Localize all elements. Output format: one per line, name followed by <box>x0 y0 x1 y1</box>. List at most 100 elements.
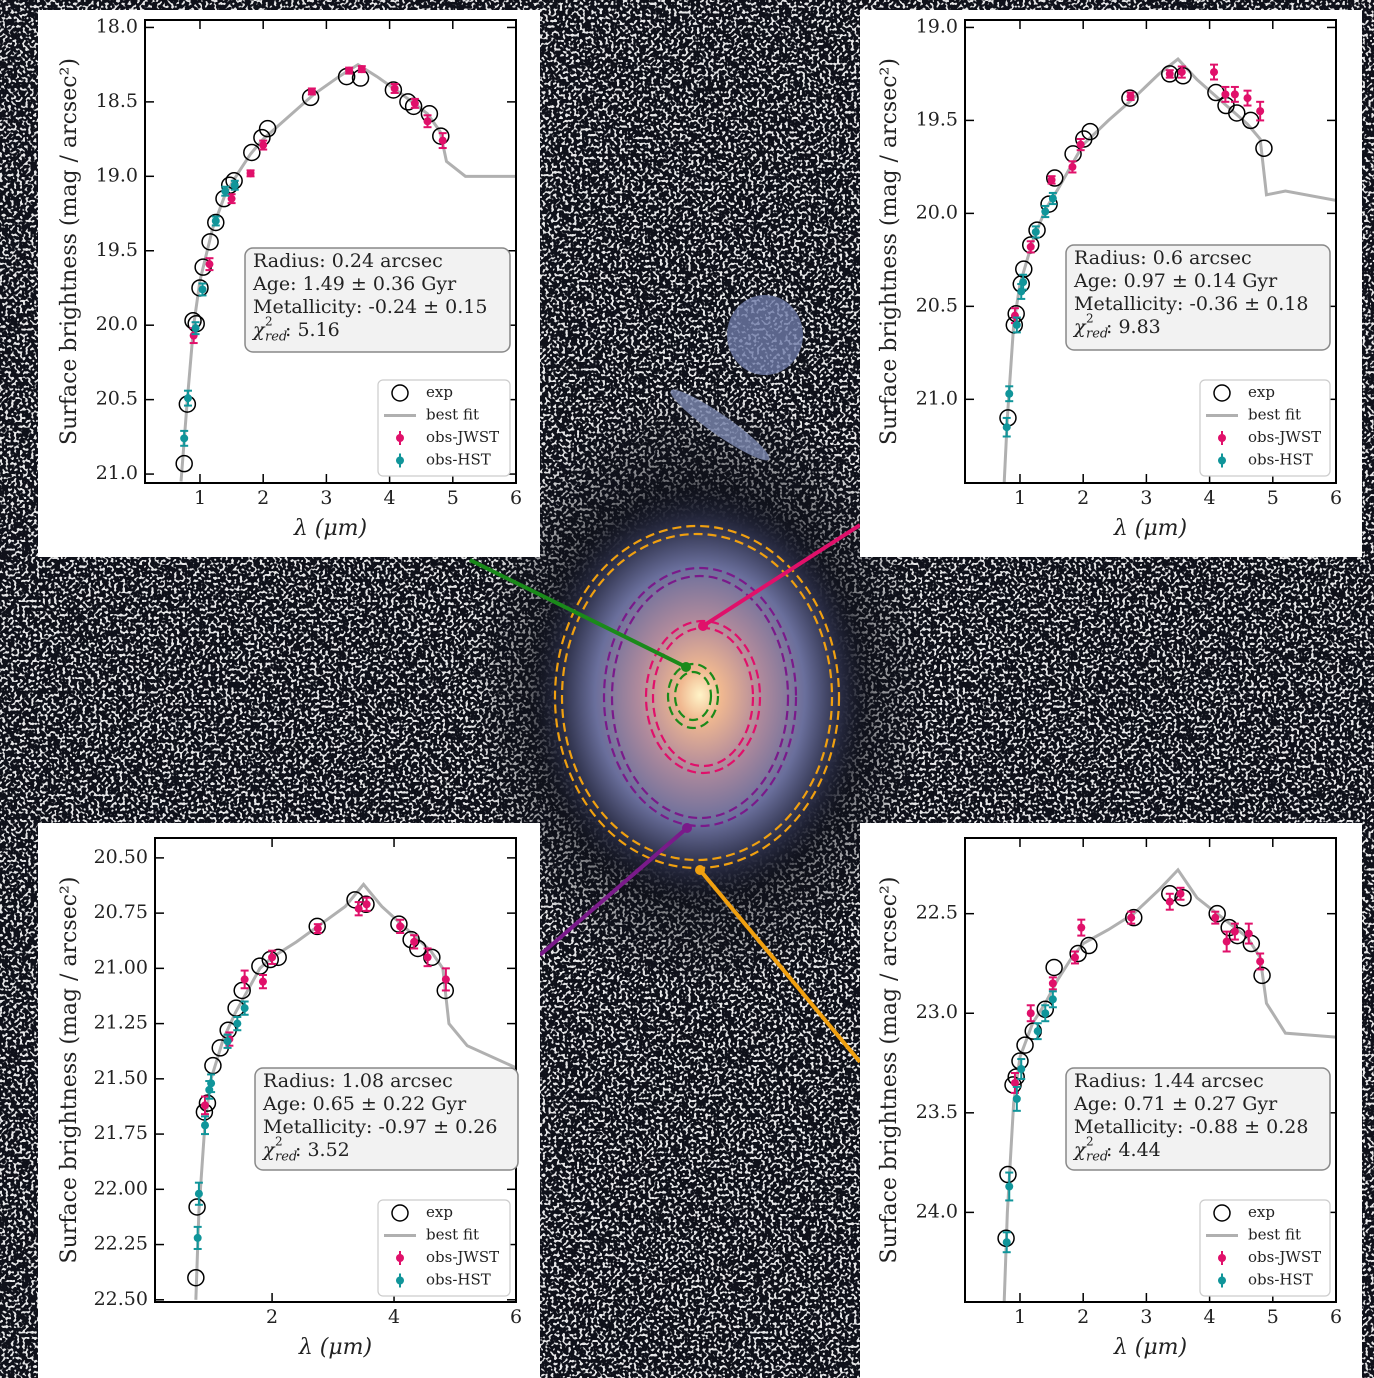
y-tick-label: 22.00 <box>94 1177 148 1199</box>
legend-label: obs-HST <box>1248 451 1313 469</box>
obs-point <box>1049 195 1057 203</box>
chi2-symbol: χ <box>251 319 266 341</box>
obs-point <box>1210 68 1218 76</box>
legend-label: best fit <box>1248 1226 1301 1244</box>
chi2-value: : 4.44 <box>1106 1139 1161 1161</box>
annotation-line: Age: 0.97 ± 0.14 Gyr <box>1073 270 1278 292</box>
chi2-sub: red <box>1086 327 1108 342</box>
chi2-symbol: χ <box>1072 1139 1087 1161</box>
obs-point <box>241 1004 249 1012</box>
page: {"chart_data":[ {"type":"scatter","xlabe… <box>0 0 1374 1378</box>
y-axis-label: Surface brightness (mag / arcsec²) <box>57 58 82 445</box>
y-tick-label: 24.0 <box>916 1200 958 1222</box>
obs-point <box>1017 1065 1025 1073</box>
x-tick-label: 6 <box>510 487 522 509</box>
legend-marker <box>396 457 404 465</box>
annotation-line: Age: 0.71 ± 0.27 Gyr <box>1073 1093 1278 1115</box>
obs-point <box>1223 938 1231 946</box>
legend-marker <box>1218 457 1226 465</box>
annotation-line: Radius: 0.24 arcsec <box>253 250 443 272</box>
y-tick-label: 19.5 <box>916 108 958 130</box>
x-tick-label: 4 <box>1204 1306 1216 1328</box>
obs-point <box>1013 321 1021 329</box>
legend-marker <box>1218 1254 1226 1262</box>
obs-point <box>1221 90 1229 98</box>
x-tick-label: 4 <box>388 1306 400 1328</box>
obs-point <box>180 434 188 442</box>
sed-panel: 24620.5020.7521.0021.2521.5021.7522.0022… <box>38 823 540 1378</box>
obs-point <box>231 181 239 189</box>
obs-point <box>1071 953 1079 961</box>
y-tick-label: 22.5 <box>916 902 958 924</box>
obs-point <box>247 169 255 177</box>
figure: 12345618.018.519.019.520.020.521.0λ (μm)… <box>0 0 1374 1378</box>
obs-point <box>1019 278 1027 286</box>
arrow-head <box>682 823 692 833</box>
annotation-line: Metallicity: -0.24 ± 0.15 <box>253 296 487 318</box>
x-tick-label: 6 <box>1330 1306 1342 1328</box>
obs-point <box>221 187 229 195</box>
obs-point <box>1256 957 1264 965</box>
annotation-line: Age: 0.65 ± 0.22 Gyr <box>262 1093 467 1115</box>
y-tick-label: 18.5 <box>96 90 138 112</box>
obs-point <box>1211 914 1219 922</box>
obs-point <box>439 137 447 145</box>
obs-point <box>396 922 404 930</box>
neighbor-galaxy <box>727 295 803 375</box>
obs-point <box>1027 1009 1035 1017</box>
legend-label: obs-HST <box>1248 1271 1313 1289</box>
obs-point <box>1178 68 1186 76</box>
arrow-head <box>681 662 691 672</box>
x-tick-label: 2 <box>266 1306 278 1328</box>
obs-point <box>1077 141 1085 149</box>
x-axis-label: λ (μm) <box>293 516 367 541</box>
obs-point <box>1041 208 1049 216</box>
obs-point <box>1177 890 1185 898</box>
legend-label: exp <box>1248 1203 1275 1221</box>
x-tick-label: 5 <box>447 487 459 509</box>
obs-point <box>192 324 200 332</box>
chi2-sub: red <box>1086 1150 1108 1165</box>
chi2-sub: red <box>265 330 287 345</box>
obs-point <box>1245 930 1253 938</box>
obs-point <box>201 1121 209 1129</box>
obs-point <box>410 938 418 946</box>
y-tick-label: 20.5 <box>916 294 958 316</box>
annotation-line: Radius: 1.08 arcsec <box>263 1070 453 1092</box>
legend-label: best fit <box>426 1226 479 1244</box>
y-tick-label: 21.0 <box>96 462 138 484</box>
x-axis-label: λ (μm) <box>1113 1335 1187 1360</box>
y-tick-label: 22.50 <box>94 1288 148 1310</box>
annotation-line: Metallicity: -0.88 ± 0.28 <box>1074 1116 1308 1138</box>
obs-point <box>1027 243 1035 251</box>
x-tick-label: 5 <box>1267 487 1279 509</box>
sed-panel: 12345619.019.520.020.521.0λ (μm)Surface … <box>860 10 1362 557</box>
obs-point <box>205 260 213 268</box>
legend-label: exp <box>426 1203 453 1221</box>
obs-point <box>259 141 267 149</box>
obs-point <box>1256 107 1264 115</box>
y-tick-label: 19.0 <box>96 164 138 186</box>
obs-point <box>1011 1079 1019 1087</box>
obs-point <box>1068 163 1076 171</box>
obs-point <box>212 217 220 225</box>
chi2-sub: red <box>275 1150 297 1165</box>
y-tick-label: 20.50 <box>94 846 148 868</box>
legend-label: obs-JWST <box>1248 428 1321 446</box>
obs-point <box>1003 423 1011 431</box>
y-tick-label: 21.0 <box>916 387 958 409</box>
obs-point <box>1127 92 1135 100</box>
galaxy <box>525 480 875 910</box>
y-tick-label: 23.0 <box>916 1001 958 1023</box>
y-tick-label: 20.0 <box>916 201 958 223</box>
legend-marker <box>396 1254 404 1262</box>
obs-point <box>1166 898 1174 906</box>
obs-point <box>1231 90 1239 98</box>
y-tick-label: 19.5 <box>96 239 138 261</box>
annotation-line: Radius: 0.6 arcsec <box>1074 247 1252 269</box>
obs-point <box>1048 176 1056 184</box>
obs-point <box>358 65 366 73</box>
annotation-line: Metallicity: -0.97 ± 0.26 <box>263 1116 497 1138</box>
legend-marker <box>396 434 404 442</box>
legend-marker <box>1218 1277 1226 1285</box>
